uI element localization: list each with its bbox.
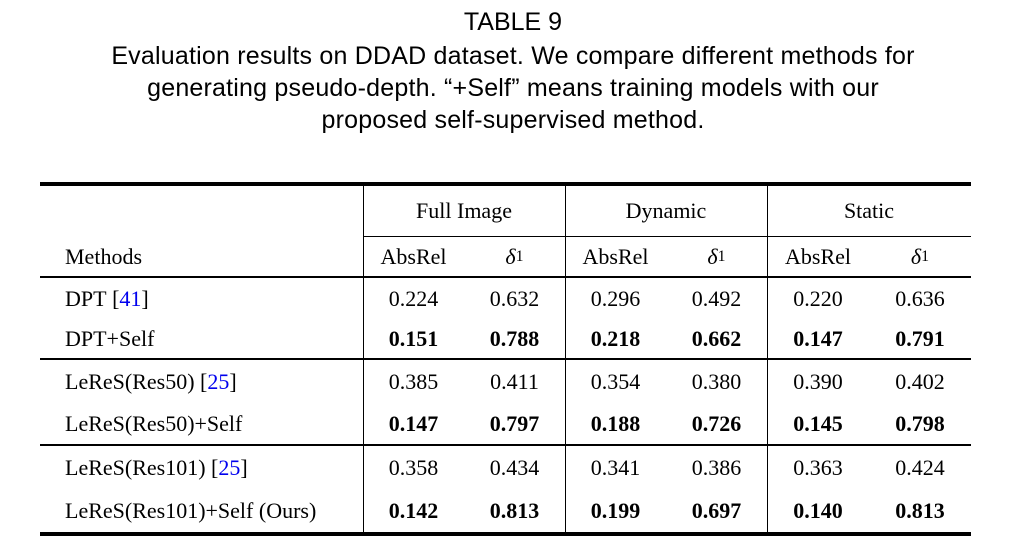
metric-value: 0.151 xyxy=(388,325,439,351)
delta-subscript: 1 xyxy=(515,247,524,265)
column-group-header-full-image: Full Image xyxy=(363,186,565,237)
metric-value: 0.813 xyxy=(489,497,540,523)
absrel-header: AbsRel xyxy=(785,243,851,269)
metric-value: 0.220 xyxy=(793,285,843,311)
column-group-header-dynamic: Dynamic xyxy=(565,186,767,237)
citation-link[interactable]: 25 xyxy=(218,454,241,480)
metric-value: 0.147 xyxy=(388,410,439,436)
table-title: TABLE 9 xyxy=(463,8,563,36)
metric-value: 0.218 xyxy=(590,325,641,351)
absrel-header: AbsRel xyxy=(582,243,649,269)
column-group-header-static: Static xyxy=(767,186,971,237)
table-caption-line: proposed self-supervised method. xyxy=(321,106,705,134)
metric-value: 0.402 xyxy=(895,368,945,394)
citation-bracket-open: [ xyxy=(106,285,120,311)
metric-value: 0.188 xyxy=(590,410,641,436)
delta-symbol: δ xyxy=(910,243,922,269)
metric-value: 0.358 xyxy=(388,454,439,480)
table-row: LeReS(Res50) [25] 0.385 0.411 0.354 0.38… xyxy=(40,360,971,403)
metric-value: 0.797 xyxy=(489,410,540,436)
metric-value: 0.492 xyxy=(691,285,742,311)
metric-value: 0.296 xyxy=(590,285,641,311)
delta-subscript: 1 xyxy=(717,247,726,265)
table-row: DPT [41] 0.224 0.632 0.296 0.492 0.220 0… xyxy=(40,278,971,319)
metric-value: 0.224 xyxy=(388,285,439,311)
metric-value: 0.386 xyxy=(691,454,742,480)
table-row: DPT+Self 0.151 0.788 0.218 0.662 0.147 0… xyxy=(40,319,971,360)
metric-value: 0.788 xyxy=(489,325,540,351)
method-name: LeReS(Res101)+Self (Ours) xyxy=(40,489,363,532)
delta-symbol: δ xyxy=(505,243,516,269)
metric-value: 0.791 xyxy=(895,325,945,351)
metric-value: 0.354 xyxy=(590,368,641,394)
citation-bracket-open: [ xyxy=(205,454,219,480)
table-vertical-rule xyxy=(565,186,566,532)
table-row: LeReS(Res50)+Self 0.147 0.797 0.188 0.72… xyxy=(40,403,971,446)
metric-value: 0.147 xyxy=(793,325,843,351)
delta-symbol: δ xyxy=(707,243,718,269)
metric-value: 0.380 xyxy=(691,368,742,394)
delta-subscript: 1 xyxy=(921,247,930,265)
empty-corner-cell xyxy=(40,186,363,237)
metric-value: 0.385 xyxy=(388,368,439,394)
table-caption-line: generating pseudo-depth. “+Self” means t… xyxy=(147,74,879,102)
table-caption: Evaluation results on DDAD dataset. We c… xyxy=(0,40,1026,136)
method-label: LeReS(Res101)+Self (Ours) xyxy=(65,497,317,523)
metric-value: 0.142 xyxy=(388,497,439,523)
table-row: LeReS(Res101)+Self (Ours) 0.142 0.813 0.… xyxy=(40,489,971,532)
table-vertical-rule xyxy=(767,186,768,532)
method-name: LeReS(Res101) [25] xyxy=(40,446,363,489)
metric-value: 0.726 xyxy=(691,410,742,436)
metric-value: 0.390 xyxy=(793,368,843,394)
table-vertical-rule xyxy=(363,186,364,532)
methods-column-header: Methods xyxy=(65,243,142,269)
metric-value: 0.798 xyxy=(895,410,945,436)
metric-value: 0.434 xyxy=(489,454,540,480)
metric-value: 0.813 xyxy=(895,497,945,523)
metric-value: 0.697 xyxy=(691,497,742,523)
metric-value: 0.363 xyxy=(793,454,843,480)
metric-value: 0.662 xyxy=(691,325,742,351)
table-caption-line: Evaluation results on DDAD dataset. We c… xyxy=(111,42,915,70)
metric-value: 0.424 xyxy=(895,454,945,480)
citation-bracket-open: [ xyxy=(194,368,208,394)
citation-bracket-close: ] xyxy=(229,368,237,394)
citation-link[interactable]: 41 xyxy=(119,285,142,311)
citation-link[interactable]: 25 xyxy=(207,368,230,394)
metric-value: 0.145 xyxy=(793,410,843,436)
results-table: Full Image Dynamic Static Methods AbsRel… xyxy=(40,182,971,536)
table-group-header-row: Full Image Dynamic Static xyxy=(40,186,971,237)
metric-value: 0.411 xyxy=(490,368,539,394)
table-row: LeReS(Res101) [25] 0.358 0.434 0.341 0.3… xyxy=(40,446,971,489)
method-label: LeReS(Res50) xyxy=(65,368,195,394)
metric-value: 0.636 xyxy=(895,285,945,311)
metric-value: 0.199 xyxy=(590,497,641,523)
citation-bracket-close: ] xyxy=(141,285,149,311)
citation-bracket-close: ] xyxy=(240,454,248,480)
metric-value: 0.140 xyxy=(793,497,843,523)
metric-value: 0.341 xyxy=(590,454,641,480)
absrel-header: AbsRel xyxy=(380,243,447,269)
method-label: DPT xyxy=(65,285,107,311)
method-label: LeReS(Res50)+Self xyxy=(65,410,243,436)
method-name: LeReS(Res50) [25] xyxy=(40,360,363,403)
method-name: DPT [41] xyxy=(40,278,363,319)
method-label: LeReS(Res101) xyxy=(65,454,206,480)
metric-value: 0.632 xyxy=(489,285,540,311)
method-name: LeReS(Res50)+Self xyxy=(40,403,363,444)
method-label: DPT+Self xyxy=(65,325,155,351)
method-name: DPT+Self xyxy=(40,319,363,358)
